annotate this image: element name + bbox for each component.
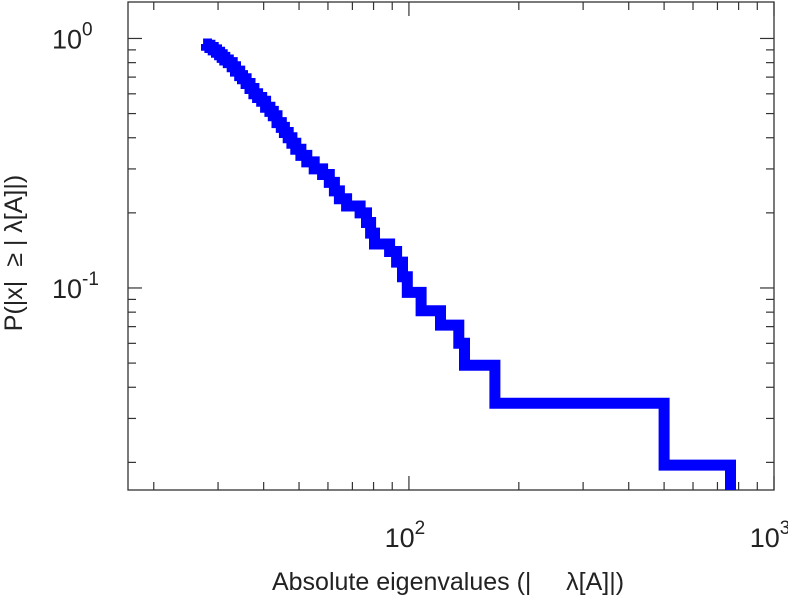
plot-frame	[127, 1, 775, 491]
x-tick-label: 103	[750, 518, 788, 553]
y-tick-label: 100	[52, 19, 93, 54]
y-axis-label: P(|x| ≥ | λ[A]|)	[0, 175, 28, 331]
x-tick-label: 102	[385, 518, 426, 553]
series-layer	[201, 38, 736, 490]
major-ticks	[128, 2, 775, 490]
tick-labels: 102 103 100 10-1	[52, 19, 788, 553]
x-axis-label: Absolute eigenvalues (| λ[A]|)	[272, 568, 624, 596]
minor-ticks	[128, 2, 774, 490]
series-line	[201, 38, 736, 490]
y-tick-label: 10-1	[52, 269, 99, 304]
